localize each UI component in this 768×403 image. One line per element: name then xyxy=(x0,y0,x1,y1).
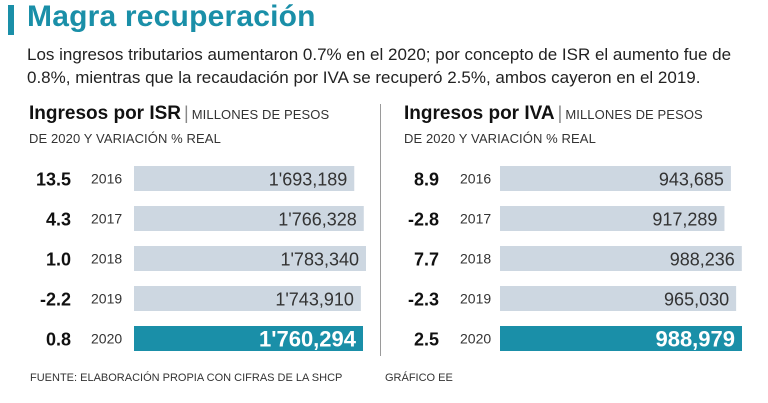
iva-value-label-2017: 917,289 xyxy=(652,210,717,230)
iva-chart-header: Ingresos por IVA | MILLONES DE PESOS DE 20… xyxy=(404,101,744,151)
isr-bar-2018 xyxy=(134,246,366,271)
iva-bar-2019 xyxy=(500,286,737,311)
isr-bar-2016 xyxy=(134,166,355,191)
iva-bar-2017 xyxy=(500,206,725,231)
iva-value-label-2020: 988,979 xyxy=(655,327,735,352)
iva-year-label-2017: 2017 xyxy=(460,211,491,227)
isr-variation-2019: -2.2 xyxy=(40,290,71,310)
isr-variation-2016: 13.5 xyxy=(36,170,71,190)
isr-bar-2019 xyxy=(134,286,361,311)
isr-units-line2: DE 2020 Y VARIACIÓN % REAL xyxy=(29,131,221,146)
isr-year-label-2020: 2020 xyxy=(91,331,122,347)
title-accent-bar xyxy=(8,5,14,35)
iva-year-label-2016: 2016 xyxy=(460,171,491,187)
isr-value-label-2018: 1'783,340 xyxy=(280,250,359,270)
iva-variation-2019: -2.3 xyxy=(408,290,439,310)
isr-header-separator: | xyxy=(184,103,189,123)
page-title: Magra recuperación xyxy=(27,0,316,33)
iva-units-line2: DE 2020 Y VARIACIÓN % REAL xyxy=(404,131,596,146)
iva-value-label-2016: 943,685 xyxy=(659,170,724,190)
iva-header-separator: | xyxy=(557,103,563,123)
iva-bar-2020 xyxy=(500,326,742,351)
iva-year-label-2020: 2020 xyxy=(460,331,491,347)
isr-variation-2018: 1.0 xyxy=(46,250,71,270)
isr-variation-2017: 4.3 xyxy=(46,210,71,230)
isr-chart-title: Ingresos por ISR xyxy=(29,103,182,124)
iva-variation-2016: 8.9 xyxy=(414,170,439,190)
subtitle: Los ingresos tributarios aumentaron 0.7%… xyxy=(27,45,732,87)
isr-units-line1: MILLONES DE PESOS xyxy=(191,107,330,122)
isr-year-label-2018: 2018 xyxy=(91,251,122,267)
isr-year-label-2017: 2017 xyxy=(91,211,122,227)
isr-year-label-2019: 2019 xyxy=(91,291,122,307)
iva-variation-2017: -2.8 xyxy=(408,210,439,230)
isr-value-label-2016: 1'693,189 xyxy=(269,170,348,190)
iva-variation-2018: 7.7 xyxy=(414,250,439,270)
isr-value-label-2020: 1'760,294 xyxy=(259,327,357,352)
iva-bar-2016 xyxy=(500,166,731,191)
isr-bar-2020 xyxy=(134,326,364,351)
iva-bar-2018 xyxy=(500,246,742,271)
iva-year-label-2019: 2019 xyxy=(460,291,491,307)
iva-value-label-2018: 988,236 xyxy=(670,250,735,270)
iva-units-line1: MILLONES DE PESOS xyxy=(565,107,703,122)
isr-year-label-2016: 2016 xyxy=(91,171,122,187)
isr-variation-2020: 0.8 xyxy=(46,330,71,350)
iva-variation-2020: 2.5 xyxy=(414,330,439,350)
iva-chart-title: Ingresos por IVA xyxy=(404,103,555,124)
graphic-credit: GRÁFICO EE xyxy=(385,372,453,384)
isr-bar-2017 xyxy=(134,206,364,231)
isr-value-label-2019: 1'743,910 xyxy=(275,290,354,310)
source-note: FUENTE: ELABORACIÓN PROPIA CON CIFRAS DE… xyxy=(30,372,343,384)
panel-divider xyxy=(380,104,381,356)
iva-year-label-2018: 2018 xyxy=(460,251,491,267)
isr-value-label-2017: 1'766,328 xyxy=(278,210,357,230)
isr-chart-header: Ingresos por ISR | MILLONES DE PESOS DE 20… xyxy=(29,101,369,151)
iva-value-label-2019: 965,030 xyxy=(664,290,729,310)
